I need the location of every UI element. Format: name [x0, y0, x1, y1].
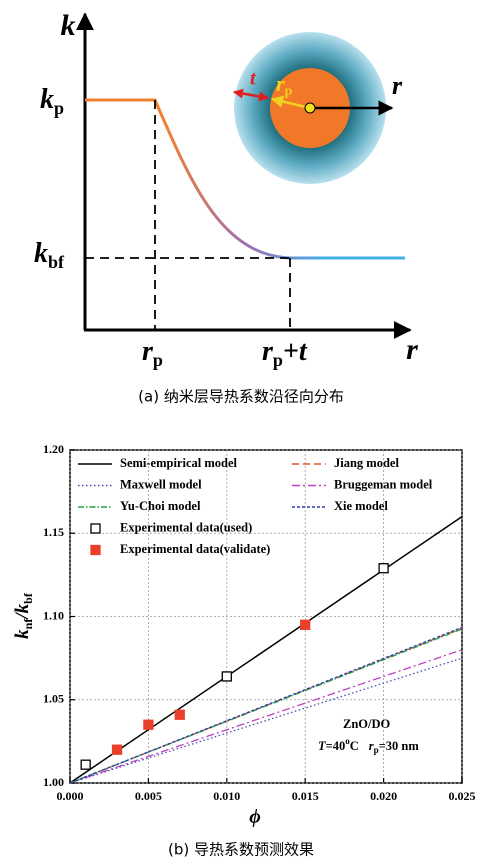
ylabel-part: /k	[12, 603, 33, 620]
legend-label: Bruggeman model	[334, 477, 433, 491]
ylabel-part: k	[12, 629, 33, 639]
data-point	[81, 760, 90, 769]
data-point	[113, 745, 122, 754]
legend-label: Maxwell model	[120, 477, 202, 491]
panel-a: k r kp kbf rp rp+t t rp r (a) 纳米层导热系数沿径向…	[34, 9, 418, 406]
rp-sub: p	[153, 350, 163, 370]
y-axis-label: knf/kbf	[12, 592, 34, 639]
kbf-label: kbf	[34, 238, 65, 272]
ylabel-part: bf	[21, 592, 35, 604]
series-line	[70, 629, 462, 783]
kbf-sub: bf	[48, 252, 65, 272]
y-tick-label: 1.00	[43, 775, 64, 789]
legend-label: Experimental data(validate)	[120, 542, 270, 556]
kp-label: kp	[40, 84, 64, 118]
series-line	[70, 650, 462, 783]
y-tick-label: 1.15	[43, 525, 64, 539]
figure: k r kp kbf rp rp+t t rp r (a) 纳米层导热系数沿径向…	[0, 0, 482, 864]
y-tick-label: 1.10	[43, 608, 64, 622]
axis-label: r	[406, 333, 418, 366]
caption: (b) 导热系数预测效果	[168, 841, 314, 859]
x-tick-label: 0.025	[449, 789, 476, 803]
legend-marker	[91, 546, 100, 555]
data-point	[222, 672, 231, 681]
series-line	[70, 658, 462, 783]
rpt-sub: p	[273, 350, 283, 370]
x-tick-label: 0.015	[292, 789, 319, 803]
y-tick-label: 1.20	[43, 442, 64, 456]
legend-label: Xie model	[334, 499, 388, 513]
annotation-part: =40	[326, 739, 346, 753]
data-point	[379, 564, 388, 573]
x-axis-label: ϕ	[249, 806, 261, 828]
rpt-label: rp+t	[262, 336, 308, 370]
data-point	[301, 620, 310, 629]
legend-label: Jiang model	[334, 456, 399, 470]
legend-marker	[91, 524, 100, 533]
legend-label: Yu-Choi model	[120, 499, 201, 513]
kp-sub: p	[54, 98, 64, 118]
annotation-part: C	[350, 739, 359, 753]
data-point	[144, 720, 153, 729]
inset-rp-sub: p	[285, 84, 293, 99]
axis-label: k	[61, 9, 76, 42]
x-tick-label: 0.005	[135, 789, 162, 803]
y-tick-label: 1.05	[43, 692, 64, 706]
data-point	[175, 710, 184, 719]
annotation-part: =30 nm	[379, 739, 420, 753]
x-tick-label: 0.010	[213, 789, 240, 803]
kp-main: k	[40, 84, 54, 115]
x-tick-label: 0.000	[57, 789, 84, 803]
center-dot	[305, 103, 315, 113]
caption: (a) 纳米层导热系数沿径向分布	[138, 388, 344, 406]
inset-r: r	[392, 71, 403, 100]
x-tick-label: 0.020	[370, 789, 397, 803]
legend-label: Semi-empirical model	[120, 456, 238, 470]
legend-label: Experimental data(used)	[120, 520, 252, 534]
rp-label: rp	[142, 336, 163, 370]
rpt-tail: +t	[283, 336, 308, 367]
kbf-main: k	[34, 238, 48, 269]
